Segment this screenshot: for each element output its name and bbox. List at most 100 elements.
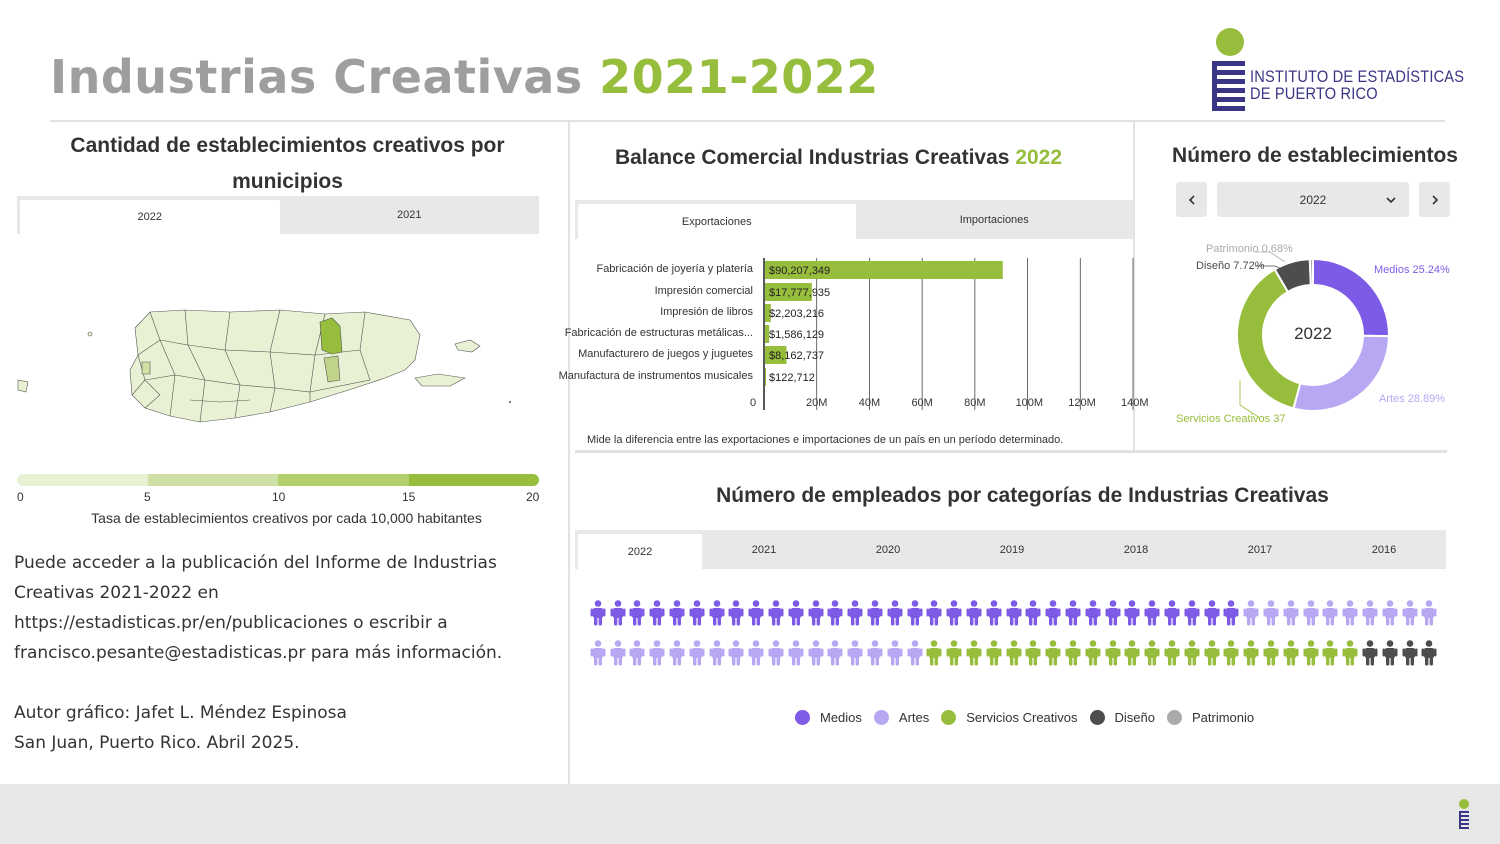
person-icon <box>647 640 667 666</box>
person-icon <box>1241 600 1261 626</box>
person-icon <box>826 600 846 626</box>
prev-year-button[interactable] <box>1176 182 1207 217</box>
bar[interactable] <box>765 368 766 386</box>
person-icon <box>1320 600 1340 626</box>
person-icon <box>1360 600 1380 626</box>
legend-label: Servicios Creativos <box>966 710 1078 725</box>
tab-emp-2020[interactable]: 2020 <box>875 543 901 556</box>
person-icon <box>1142 640 1162 666</box>
person-icon <box>944 600 964 626</box>
person-icon <box>1340 640 1360 666</box>
person-icon <box>1043 600 1063 626</box>
person-icon <box>707 640 727 666</box>
person-icon <box>608 640 628 666</box>
tab-2022[interactable]: 2022 <box>20 200 280 234</box>
person-icon <box>1123 600 1143 626</box>
legend-item-medios[interactable]: Medios <box>795 710 862 725</box>
header-divider <box>50 120 1445 122</box>
legend-item-artes[interactable]: Artes <box>873 710 929 725</box>
person-icon <box>1340 600 1360 626</box>
right-divider <box>1133 122 1135 450</box>
map-color-legend <box>17 474 539 486</box>
person-icon <box>1281 640 1301 666</box>
person-icon <box>1004 640 1024 666</box>
info-line: Puede acceder a la publicación del Infor… <box>14 553 497 573</box>
legend-item-diseño[interactable]: Diseño <box>1089 710 1155 725</box>
person-icon <box>905 640 925 666</box>
person-icon <box>786 600 806 626</box>
person-icon <box>1063 640 1083 666</box>
legend-item-servicios-creativos[interactable]: Servicios Creativos <box>941 710 1078 725</box>
logo-mark-icon <box>1212 28 1245 111</box>
bar-data-label: $17,777,935 <box>769 287 830 299</box>
logo-text: INSTITUTO DE ESTADÍSTICAS DE PUERTO RICO <box>1250 67 1465 103</box>
person-icon <box>984 640 1004 666</box>
donut-label-servicios: Servicios Creativos 37 <box>1176 413 1286 425</box>
person-icon <box>944 640 964 666</box>
page-title: Industrias Creativas 2021-2022 <box>50 50 879 104</box>
donut-slice-servicios-creativos[interactable] <box>1236 267 1302 410</box>
bar[interactable] <box>765 304 771 322</box>
person-icon <box>1083 600 1103 626</box>
person-icon <box>628 640 648 666</box>
tab-emp-2016[interactable]: 2016 <box>1371 543 1397 556</box>
person-icon <box>786 640 806 666</box>
bar-data-label: $90,207,349 <box>769 265 830 277</box>
bar[interactable] <box>765 261 1003 279</box>
tab-emp-2021[interactable]: 2021 <box>751 543 777 556</box>
chevron-left-icon <box>1188 194 1195 205</box>
person-icon <box>707 600 727 626</box>
person-icon <box>1380 600 1400 626</box>
person-icon <box>1222 640 1242 666</box>
donut-label-medios: Medios 25.24% <box>1374 264 1450 276</box>
tab-emp-2019[interactable]: 2019 <box>999 543 1025 556</box>
legend-label: Patrimonio <box>1192 710 1255 725</box>
chevron-right-icon <box>1431 194 1438 205</box>
bar[interactable] <box>765 283 812 301</box>
map-panel-title: Cantidad de establecimientos creativos p… <box>70 134 505 193</box>
legend-item-patrimonio[interactable]: Patrimonio <box>1167 710 1254 725</box>
person-icon <box>647 600 667 626</box>
legend-tick-5: 5 <box>144 490 151 504</box>
x-axis-tick: 20M <box>806 397 828 409</box>
person-icon <box>806 640 826 666</box>
info-text: Puede acceder a la publicación del Infor… <box>14 548 554 758</box>
legend-dot <box>873 710 889 725</box>
person-icon <box>964 600 984 626</box>
tab-importaciones[interactable]: Importaciones <box>959 213 1029 226</box>
tab-emp-2022[interactable]: 2022 <box>578 534 702 569</box>
person-icon <box>667 600 687 626</box>
year-select[interactable]: 2022 <box>1217 182 1409 217</box>
person-icon <box>845 640 865 666</box>
legend-dot <box>941 710 957 725</box>
bar-category-label: Impresión comercial <box>654 285 753 297</box>
person-icon <box>588 600 608 626</box>
tab-2021[interactable]: 2021 <box>397 209 422 221</box>
person-icon <box>865 640 885 666</box>
tab-emp-2017[interactable]: 2017 <box>1247 543 1273 556</box>
ie-logo: INSTITUTO DE ESTADÍSTICAS DE PUERTO RICO <box>1205 28 1464 112</box>
person-icon <box>1301 600 1321 626</box>
people-row-1 <box>588 600 1439 626</box>
tab-emp-2018[interactable]: 2018 <box>1123 543 1149 556</box>
next-year-button[interactable] <box>1419 182 1450 217</box>
person-icon <box>1142 600 1162 626</box>
bar[interactable] <box>765 346 787 364</box>
bar[interactable] <box>765 325 770 343</box>
donut-slice-patrimonio[interactable] <box>1308 257 1314 287</box>
person-icon <box>964 640 984 666</box>
person-icon <box>1202 600 1222 626</box>
balance-tabs: Exportaciones Importaciones <box>575 200 1133 239</box>
donut-center-label: 2022 <box>1294 324 1332 343</box>
donut-label-diseno: Diseño 7.72% <box>1196 260 1265 272</box>
x-axis-tick: 140M <box>1121 397 1149 409</box>
footer-bar <box>0 784 1500 844</box>
donut-slice-artes[interactable] <box>1292 334 1391 412</box>
tab-exportaciones[interactable]: Exportaciones <box>578 204 856 239</box>
person-icon <box>1024 600 1044 626</box>
bar-category-label: Impresión de libros <box>660 306 753 318</box>
bar-data-label: $2,203,216 <box>769 308 824 320</box>
donut-label-patrimonio: Patrimonio 0.68% <box>1206 243 1293 255</box>
person-icon <box>687 600 707 626</box>
puerto-rico-map[interactable] <box>10 300 530 430</box>
